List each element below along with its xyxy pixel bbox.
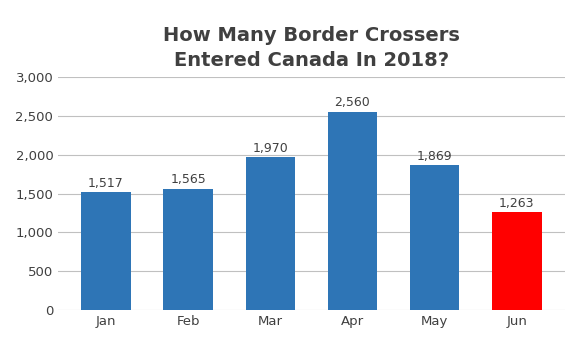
Bar	[81, 192, 130, 310]
Text: 1,517: 1,517	[88, 177, 124, 190]
Bar	[328, 112, 377, 310]
Text: 1,565: 1,565	[170, 173, 206, 186]
Text: 1,970: 1,970	[253, 142, 288, 155]
Bar	[164, 189, 213, 310]
Text: 1,263: 1,263	[499, 197, 535, 210]
Bar	[492, 212, 541, 310]
Text: 1,869: 1,869	[417, 150, 452, 163]
Text: 2,560: 2,560	[335, 96, 370, 109]
Bar	[410, 165, 459, 310]
Title: How Many Border Crossers
Entered Canada In 2018?: How Many Border Crossers Entered Canada …	[163, 26, 460, 70]
Bar	[246, 157, 295, 310]
